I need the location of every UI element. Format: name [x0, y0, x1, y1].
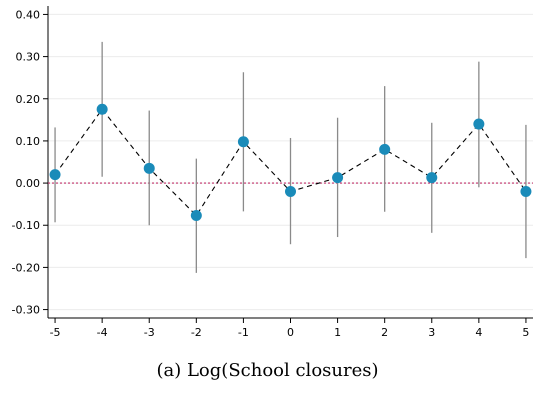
x-tick-label: 2: [381, 326, 388, 339]
x-tick-label: 0: [287, 326, 294, 339]
y-tick-label: 0.40: [16, 8, 41, 21]
y-tick-label: -0.30: [12, 304, 40, 317]
point-estimate: [332, 172, 344, 184]
y-tick-label: -0.10: [12, 219, 40, 232]
point-estimate: [520, 186, 532, 198]
x-tick-label: 1: [334, 326, 341, 339]
x-tick-label: -3: [144, 326, 155, 339]
x-tick-label: 3: [428, 326, 435, 339]
point-estimate: [426, 172, 438, 184]
x-tick-label: -5: [50, 326, 61, 339]
y-tick-label: 0.00: [16, 177, 41, 190]
point-estimate: [190, 210, 202, 222]
x-tick-label: -2: [191, 326, 202, 339]
point-estimate: [96, 103, 108, 115]
point-estimate: [237, 136, 249, 148]
y-tick-label: 0.30: [16, 51, 41, 64]
point-estimate: [379, 143, 391, 155]
point-estimate: [143, 162, 155, 174]
x-tick-label: -1: [238, 326, 249, 339]
point-estimate: [473, 118, 485, 130]
x-tick-label: 5: [522, 326, 529, 339]
x-tick-label: 4: [475, 326, 482, 339]
y-tick-label: -0.20: [12, 261, 40, 274]
figure-caption: (a) Log(School closures): [156, 360, 379, 381]
y-tick-label: 0.10: [16, 135, 41, 148]
point-estimate: [285, 186, 296, 198]
x-tick-label: -4: [97, 326, 108, 339]
point-estimate: [49, 169, 61, 181]
y-tick-label: 0.20: [16, 93, 41, 106]
